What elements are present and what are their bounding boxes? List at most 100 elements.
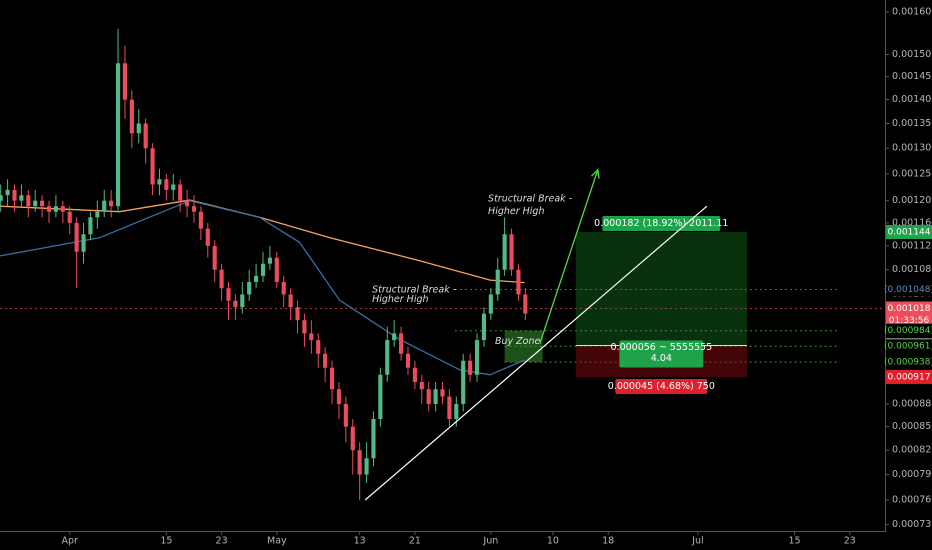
candle-body: [433, 389, 438, 404]
candle-body: [95, 211, 100, 218]
candle-body: [171, 184, 176, 190]
candle-body: [40, 200, 45, 207]
candle-body: [385, 340, 390, 375]
candle-body: [26, 195, 31, 207]
price-tag-bg: [886, 355, 932, 370]
candle-body: [502, 234, 507, 270]
annotation: Higher High: [488, 206, 544, 217]
x-tick-label: 15: [789, 536, 801, 547]
candle-body: [46, 206, 52, 212]
candle-body: [281, 281, 286, 295]
price-tag-bg: [886, 282, 932, 297]
annotation: Structural Break -: [372, 285, 457, 296]
candle-body: [254, 275, 259, 282]
price-tag-bg: [886, 225, 932, 240]
arrow-head: [591, 168, 600, 179]
mid-label: 0.000056 ~ 5555555: [611, 342, 713, 353]
x-tick-label: 15: [160, 536, 172, 547]
candle-body: [371, 419, 376, 459]
candle-body: [212, 245, 217, 270]
candle-body: [81, 234, 86, 252]
candle-body: [288, 294, 293, 308]
x-tick-label: 13: [354, 536, 366, 547]
candle-body: [454, 403, 459, 420]
candle-body: [343, 403, 348, 427]
candle-body: [316, 340, 321, 354]
candle-body: [392, 333, 397, 341]
price-tag: 0.001144: [888, 228, 931, 238]
price-tag-bg: [886, 339, 932, 354]
x-tick-label: 10: [547, 536, 559, 547]
candle-body: [260, 263, 266, 276]
price-tag-bg: [886, 323, 932, 338]
candle-body: [364, 458, 369, 475]
candle-body: [350, 426, 355, 451]
price-tag: (0.000961): [884, 342, 932, 352]
candle-body: [329, 367, 335, 390]
profit-zone: [575, 232, 747, 346]
candle-body: [198, 211, 203, 229]
candle-body: [302, 320, 307, 334]
candle-body: [53, 206, 58, 212]
candle-body: [495, 269, 500, 295]
annotation: Higher High: [372, 294, 428, 305]
candle-body: [405, 353, 411, 368]
candle-body: [109, 200, 114, 207]
price-tag: (0.001048): [884, 285, 932, 295]
candle-body: [102, 200, 107, 212]
price-tag: (0.000938): [884, 358, 932, 368]
candle-body: [122, 63, 128, 100]
candle-body: [12, 189, 17, 201]
trendline: [364, 205, 708, 501]
moving-average: [0, 199, 525, 284]
candle-body: [488, 294, 493, 314]
candle-body: [115, 63, 121, 207]
x-tick-label: 23: [216, 536, 228, 547]
price-tag: (0.000984): [884, 326, 932, 336]
x-tick-label: May: [267, 536, 287, 547]
candle-body: [426, 389, 431, 404]
mid-label: 4.04: [651, 353, 672, 364]
candle-body: [247, 281, 252, 295]
x-tick-label: 23: [844, 536, 856, 547]
candle-body: [33, 200, 38, 207]
candle-body: [164, 179, 169, 190]
mid-label-bg: [619, 340, 704, 368]
annotation: Structural Break -: [488, 194, 573, 205]
candle-body: [440, 389, 445, 397]
candle-body: [185, 200, 190, 207]
candle-body: [88, 217, 93, 235]
candle-body: [240, 294, 245, 308]
price-tag: 0.001018: [888, 304, 931, 314]
candle-body: [412, 367, 417, 382]
candle-body: [191, 206, 197, 212]
candle-body: [143, 123, 148, 149]
candle-body: [509, 234, 514, 270]
candle-body: [178, 184, 183, 201]
candle-body: [129, 99, 134, 134]
candle-body: [5, 189, 10, 196]
candle-body: [447, 396, 452, 420]
candle-body: [481, 313, 486, 341]
target-label: 0.000182 (18.92%) 2011.11: [594, 218, 728, 229]
candle-body: [67, 211, 72, 223]
candle-body: [74, 222, 79, 252]
stop-label: 0.000045 (4.68%) 750: [608, 381, 715, 392]
candle-body: [205, 228, 210, 246]
x-tick-label: 18: [602, 536, 614, 547]
candle-body: [516, 269, 521, 295]
